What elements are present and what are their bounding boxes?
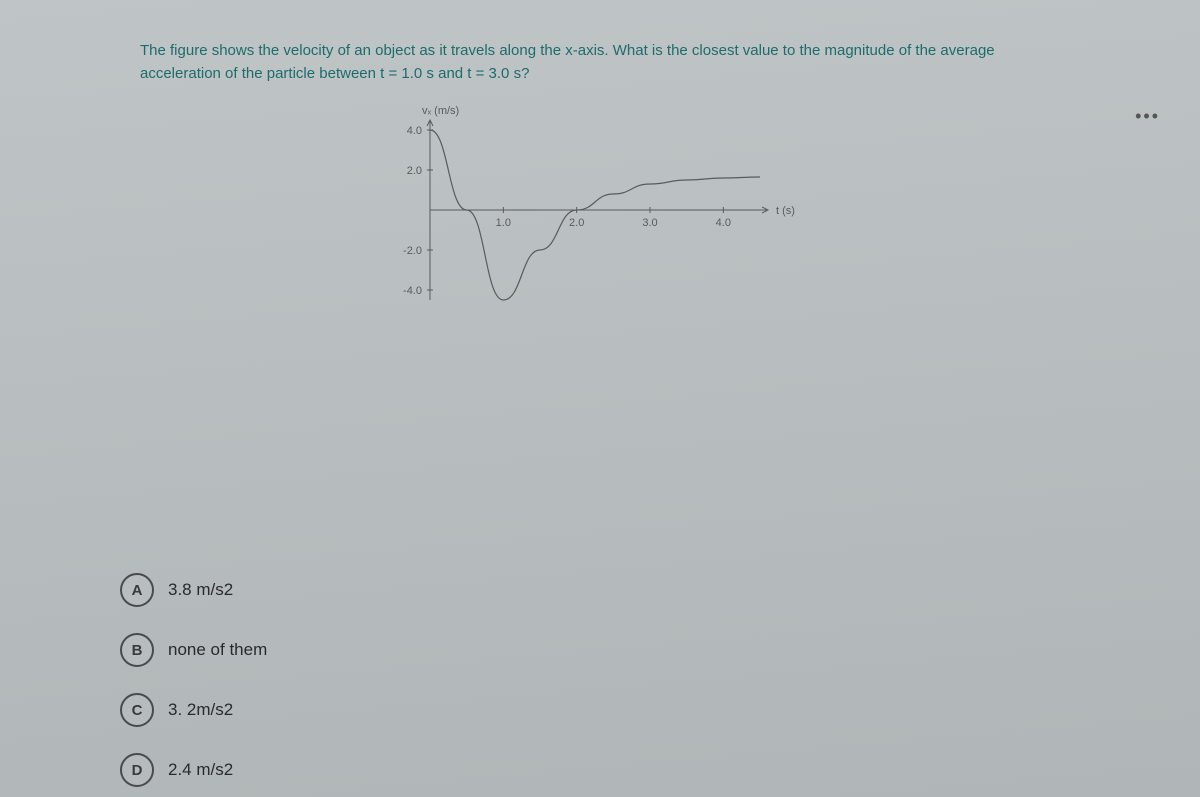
velocity-chart: vₓ (m/s)t (s)1.02.03.04.0-4.0-2.02.04.0 (380, 100, 770, 310)
option-b-letter: B (120, 633, 154, 667)
svg-text:-2.0: -2.0 (403, 245, 422, 257)
option-c-text: 3. 2m/s2 (168, 700, 233, 720)
quiz-page: The figure shows the velocity of an obje… (0, 0, 1200, 797)
svg-text:4.0: 4.0 (716, 217, 731, 229)
option-a[interactable]: A 3.8 m/s2 (120, 560, 267, 620)
option-d-text: 2.4 m/s2 (168, 760, 233, 780)
option-a-letter: A (120, 573, 154, 607)
option-c-letter: C (120, 693, 154, 727)
question-text: The figure shows the velocity of an obje… (140, 40, 1140, 85)
option-b[interactable]: B none of them (120, 620, 267, 680)
svg-text:-4.0: -4.0 (403, 285, 422, 297)
svg-text:2.0: 2.0 (407, 165, 422, 177)
option-d-letter: D (120, 753, 154, 787)
option-a-text: 3.8 m/s2 (168, 580, 233, 600)
svg-text:4.0: 4.0 (407, 125, 422, 137)
svg-text:1.0: 1.0 (496, 217, 511, 229)
answer-options: A 3.8 m/s2 B none of them C 3. 2m/s2 D 2… (120, 560, 267, 797)
svg-text:2.0: 2.0 (569, 217, 584, 229)
option-c[interactable]: C 3. 2m/s2 (120, 680, 267, 740)
question-line-2: acceleration of the particle between t =… (140, 65, 529, 82)
svg-text:t (s): t (s) (776, 205, 795, 217)
question-line-1: The figure shows the velocity of an obje… (140, 42, 995, 59)
option-d[interactable]: D 2.4 m/s2 (120, 740, 267, 797)
svg-text:vₓ (m/s): vₓ (m/s) (422, 105, 459, 117)
option-b-text: none of them (168, 640, 267, 660)
svg-text:3.0: 3.0 (642, 217, 657, 229)
more-icon[interactable]: ••• (1135, 106, 1160, 127)
